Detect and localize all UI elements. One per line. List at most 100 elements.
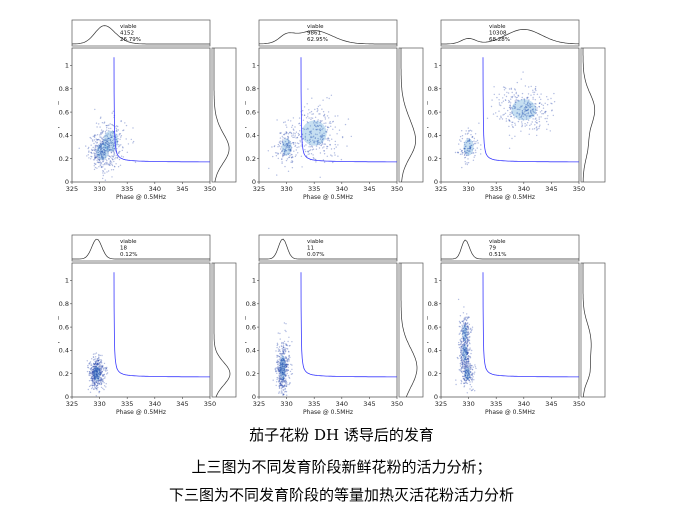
scatter-point xyxy=(306,121,308,123)
scatter-point xyxy=(310,133,313,135)
scatter-point xyxy=(279,377,281,379)
scatter-point xyxy=(462,332,464,334)
scatter-point xyxy=(115,127,117,130)
scatter-point xyxy=(325,125,327,127)
scatter-point xyxy=(93,384,95,387)
scatter-point xyxy=(317,119,319,121)
scatter-point xyxy=(97,363,99,365)
scatter-point xyxy=(110,151,113,153)
scatter-point xyxy=(534,88,536,90)
scatter-point xyxy=(463,339,465,341)
scatter-point xyxy=(99,371,102,374)
scatter-point xyxy=(88,150,90,152)
scatter-point xyxy=(465,322,467,325)
scatter-point xyxy=(319,129,321,132)
scatter-point xyxy=(317,109,319,111)
scatter-point xyxy=(509,107,512,110)
scatter-point xyxy=(461,334,463,336)
scatter-point xyxy=(463,362,465,365)
scatter-point xyxy=(272,379,274,381)
scatter-point xyxy=(286,382,288,384)
scatter-point xyxy=(459,332,461,334)
scatter-point xyxy=(97,139,99,141)
scatter-point xyxy=(473,140,475,142)
scatter-point xyxy=(316,128,319,131)
scatter-point xyxy=(99,117,102,120)
scatter-point xyxy=(526,109,528,112)
scatter-point xyxy=(93,377,95,380)
scatter-point xyxy=(469,140,471,143)
scatter-point xyxy=(502,114,504,116)
scatter-point xyxy=(466,133,469,135)
scatter-point xyxy=(326,97,328,99)
scatter-point xyxy=(538,127,540,130)
scatter-point xyxy=(463,359,465,361)
scatter-point xyxy=(285,381,287,383)
scatter-point xyxy=(280,366,282,369)
scatter-point xyxy=(466,339,469,341)
scatter-point xyxy=(96,157,98,159)
scatter-point xyxy=(97,149,99,152)
scatter-point xyxy=(542,107,545,109)
scatter-point xyxy=(95,371,97,373)
scatter-point xyxy=(93,153,96,155)
scatter-point xyxy=(107,170,110,172)
scatter-point xyxy=(280,359,282,362)
scatter-point xyxy=(100,156,102,159)
scatter-point xyxy=(102,166,104,168)
scatter-point xyxy=(319,152,322,154)
scatter-point xyxy=(512,114,515,116)
scatter-point xyxy=(462,362,464,365)
scatter-point xyxy=(525,110,527,112)
scatter-point xyxy=(96,383,99,385)
scatter-point xyxy=(464,375,466,377)
scatter-point xyxy=(466,333,468,335)
scatter-point xyxy=(98,146,100,148)
scatter-point xyxy=(282,369,284,371)
scatter-point xyxy=(516,99,518,102)
scatter-point xyxy=(467,373,469,375)
scatter-point xyxy=(516,96,518,99)
scatter-point xyxy=(468,140,470,142)
scatter-point xyxy=(510,98,512,100)
scatter-point xyxy=(466,149,468,152)
scatter-point xyxy=(278,362,280,364)
scatter-point xyxy=(113,130,115,133)
density-core xyxy=(301,120,327,146)
scatter-point xyxy=(461,370,463,372)
scatter-point xyxy=(286,132,288,134)
scatter-point xyxy=(93,162,96,165)
scatter-point xyxy=(282,345,285,348)
scatter-point xyxy=(469,357,472,359)
scatter-point xyxy=(291,364,293,366)
scatter-point xyxy=(463,379,466,381)
scatter-point xyxy=(475,367,477,370)
scatter-point xyxy=(289,356,291,359)
scatter-point xyxy=(326,115,329,117)
scatter-point xyxy=(283,145,285,147)
scatter-point xyxy=(288,377,291,379)
scatter-point xyxy=(302,137,304,140)
scatter-point xyxy=(94,377,96,379)
scatter-point xyxy=(281,345,283,348)
scatter-point xyxy=(464,368,466,370)
scatter-point xyxy=(282,365,284,367)
scatter-point xyxy=(466,377,468,379)
scatter-point xyxy=(469,148,472,150)
scatter-point xyxy=(314,124,316,126)
scatter-point xyxy=(101,166,103,169)
scatter-point xyxy=(104,147,107,149)
scatter-point xyxy=(464,151,466,153)
scatter-point xyxy=(95,381,98,384)
scatter-point xyxy=(505,87,507,90)
scatter-point xyxy=(337,144,339,146)
scatter-point xyxy=(475,151,477,154)
scatter-point xyxy=(95,377,98,379)
scatter-point xyxy=(530,103,532,106)
scatter-point xyxy=(283,150,286,152)
scatter-point xyxy=(96,367,99,369)
scatter-point xyxy=(116,157,119,159)
scatter-point xyxy=(95,138,97,140)
scatter-point xyxy=(536,107,538,109)
scatter-point xyxy=(534,111,536,114)
